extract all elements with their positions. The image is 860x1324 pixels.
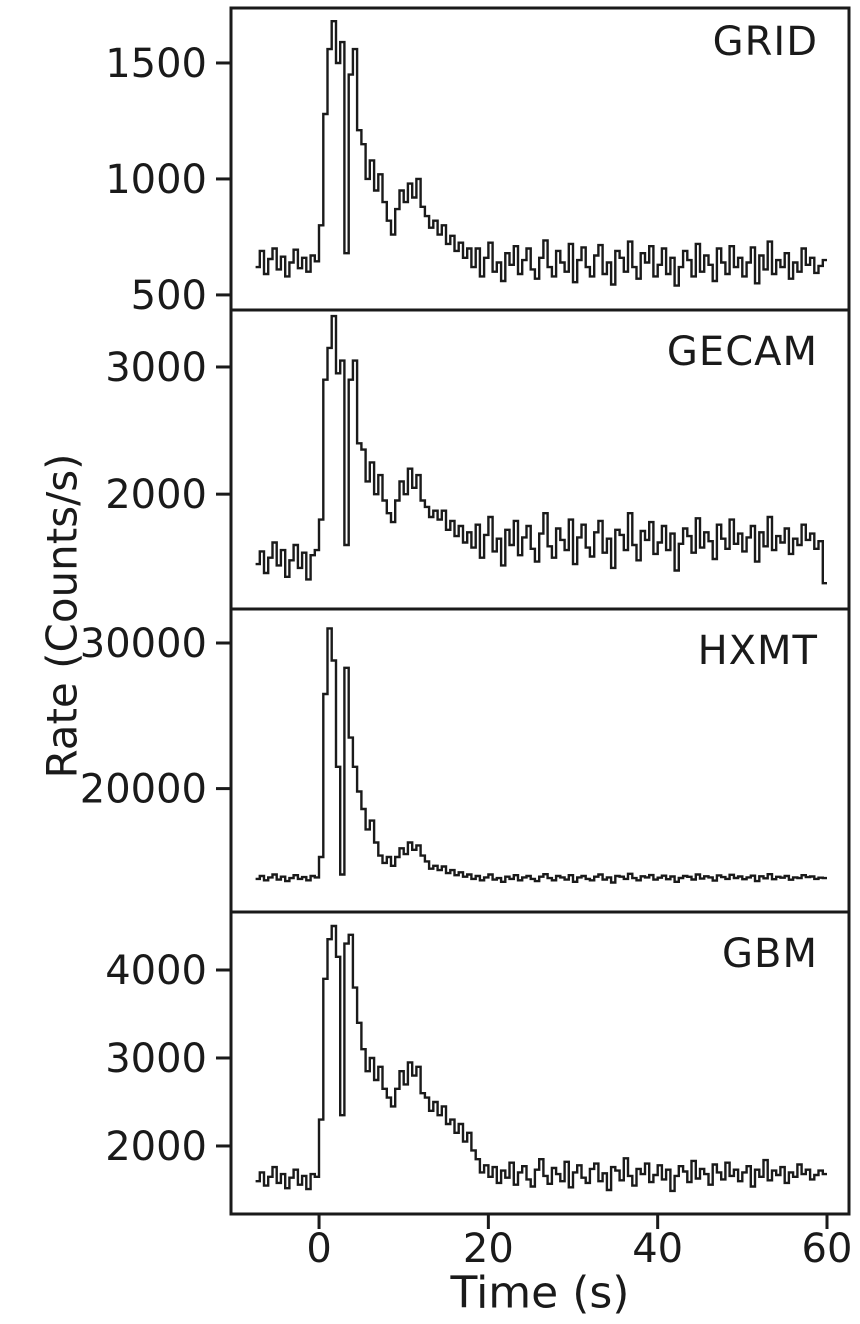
x-tick-label: 20 [463,1226,514,1272]
series-hxmt [255,627,827,884]
series-gbm [255,924,827,1193]
panel-label-hxmt: HXMT [697,628,818,674]
x-axis-title: Time (s) [450,1267,630,1319]
series-grid [255,20,827,287]
y-tick-label: 500 [131,273,207,319]
y-tick-label: 1500 [105,41,207,87]
panel-label-gecam: GECAM [666,329,818,375]
y-tick-label: 3000 [105,345,207,391]
y-tick-label: 3000 [105,1036,207,1082]
y-tick-label: 4000 [105,948,207,994]
x-tick-label: 60 [802,1226,853,1272]
y-tick-label: 2000 [105,472,207,518]
y-tick-label: 1000 [105,157,207,203]
x-tick-label: 0 [306,1226,331,1272]
panel-label-grid: GRID [712,19,818,65]
y-axis-title: Rate (Counts/s) [37,453,87,779]
y-tick-label: 2000 [105,1124,207,1170]
series-gecam [255,314,827,585]
y-tick-label: 30000 [80,621,207,667]
x-tick-label: 40 [632,1226,683,1272]
y-tick-label: 20000 [80,767,207,813]
panel-frame-gbm [229,910,851,1216]
panel-label-gbm: GBM [722,931,818,977]
